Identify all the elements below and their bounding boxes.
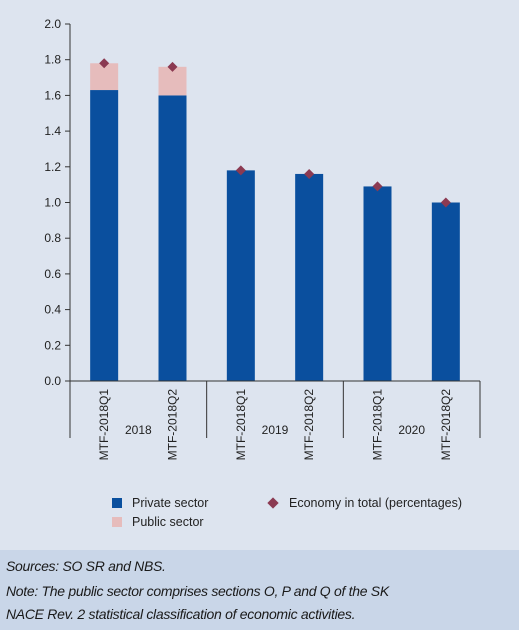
x-category-label: MTF-2018Q1	[97, 389, 111, 461]
bar-private-sector	[295, 173, 324, 381]
x-category-label: MTF-2018Q1	[371, 389, 385, 461]
economy-total-marker	[235, 165, 246, 176]
y-tick-label: 0.4	[44, 303, 61, 317]
x-category-label: MTF-2018Q2	[302, 389, 316, 461]
bar-private-sector	[226, 170, 255, 381]
economy-total-marker	[440, 197, 451, 208]
y-axis: 0.0 0.2 0.4 0.6 0.8 1.0 1.2 1.4 1.6 1.8 2.0	[44, 17, 71, 388]
y-tick-label: 0.6	[44, 267, 61, 281]
economy-total-marker	[167, 61, 178, 72]
notes-panel: Sources: SO SR and NBS. Note: The public…	[0, 550, 519, 630]
y-tick-label: 0.8	[44, 231, 61, 245]
y-tick-label: 2.0	[44, 17, 61, 31]
x-category-label: MTF-2018Q2	[166, 389, 180, 461]
sources-note: Sources: SO SR and NBS.	[6, 558, 166, 574]
bars	[90, 63, 460, 382]
y-tick-label: 0.0	[44, 374, 61, 388]
legend-label-private: Private sector	[132, 496, 209, 510]
bar-private-sector	[90, 90, 119, 382]
legend-item-public: Public sector	[112, 515, 204, 529]
legend-swatch-public	[112, 517, 122, 527]
legend-label-total: Economy in total (percentages)	[289, 496, 463, 510]
y-tick-label: 1.0	[44, 196, 61, 210]
legend-item-private: Private sector	[112, 496, 208, 510]
legend-label-public: Public sector	[132, 515, 204, 529]
economy-total-marker	[372, 181, 383, 192]
bar-private-sector	[431, 202, 460, 381]
y-tick-label: 1.8	[44, 53, 61, 67]
legend-marker-total	[267, 497, 279, 509]
x-group-label: 2020	[398, 423, 425, 437]
legend-swatch-private	[112, 498, 122, 508]
methodology-note-line-2: NACE Rev. 2 statistical classification o…	[6, 606, 356, 622]
y-tick-label: 1.6	[44, 88, 61, 102]
x-axis: MTF-2018Q1 MTF-2018Q2 MTF-2018Q1 MTF-2018Q2…	[69, 380, 481, 461]
x-category-label: MTF-2018Q2	[439, 389, 453, 461]
legend-item-total: Economy in total (percentages)	[267, 496, 463, 510]
y-tick-label: 1.2	[44, 160, 61, 174]
bar-private-sector	[158, 95, 187, 382]
x-group-label: 2019	[262, 423, 289, 437]
x-group-label: 2018	[125, 423, 152, 437]
economy-total-marker	[99, 58, 110, 69]
economy-total-marker	[304, 168, 315, 179]
y-tick-label: 1.4	[44, 124, 61, 138]
methodology-note-line-1: Note: The public sector comprises sectio…	[6, 583, 389, 599]
chart: 0.0 0.2 0.4 0.6 0.8 1.0 1.2 1.4 1.6 1.8 2.0 MTF-20…	[44, 17, 481, 461]
x-category-label: MTF-2018Q1	[234, 389, 248, 461]
bar-private-sector	[363, 186, 392, 381]
total-markers	[99, 58, 451, 208]
y-tick-label: 0.2	[44, 338, 61, 352]
